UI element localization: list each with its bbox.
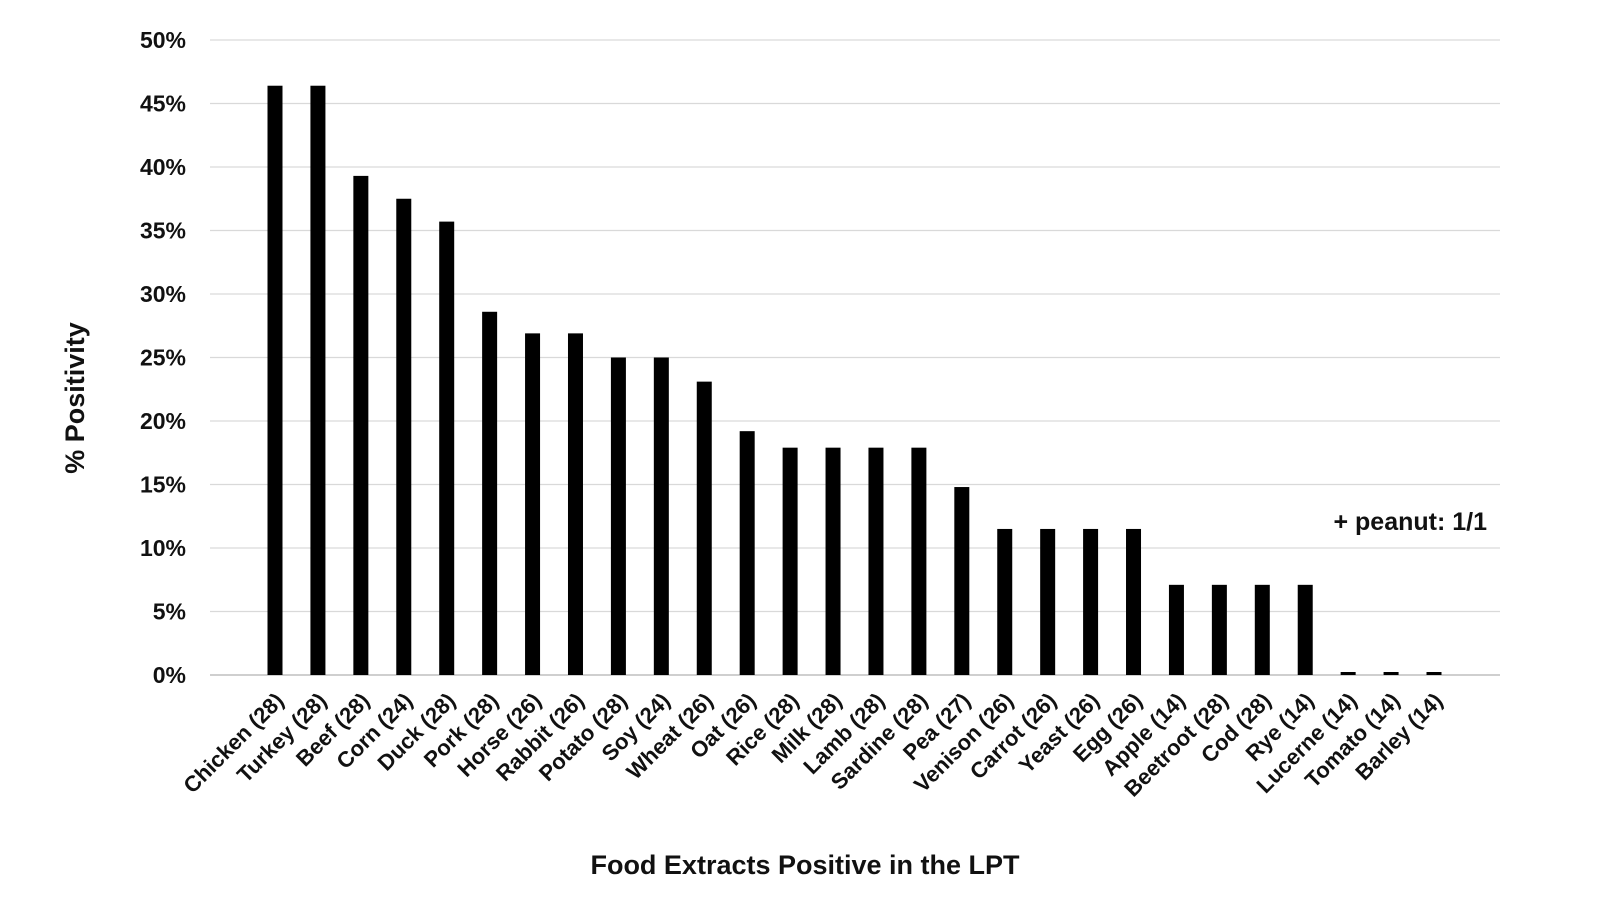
- bar: [396, 198, 412, 675]
- bar: [525, 333, 541, 675]
- bar: [1340, 672, 1356, 675]
- y-tick-label: 10%: [140, 535, 186, 561]
- gridlines: [210, 39, 1500, 676]
- bar: [1383, 672, 1399, 675]
- y-tick-label: 30%: [140, 281, 186, 307]
- y-tick-label: 0%: [153, 662, 186, 688]
- bar: [782, 447, 798, 675]
- bar: [1083, 528, 1099, 675]
- y-tick-label: 40%: [140, 154, 186, 180]
- bar: [1211, 584, 1227, 675]
- bar: [653, 357, 669, 675]
- y-tick-label: 15%: [140, 472, 186, 498]
- bar: [1297, 584, 1313, 675]
- bar: [267, 85, 283, 676]
- bar: [696, 381, 712, 675]
- bars: [267, 85, 1442, 676]
- bar: [353, 175, 369, 675]
- y-tick-label: 20%: [140, 408, 186, 434]
- x-axis-label: Food Extracts Positive in the LPT: [590, 850, 1020, 880]
- y-tick-label: 35%: [140, 218, 186, 244]
- bar: [1254, 584, 1270, 675]
- bar: [610, 357, 626, 675]
- y-tick-label: 25%: [140, 345, 186, 371]
- x-axis-ticks: Chicken (28)Turkey (28)Beef (28)Corn (24…: [178, 688, 1447, 802]
- y-axis-ticks: 0% 5% 10% 15% 20% 25% 30% 35% 40% 45% 50%: [140, 27, 186, 688]
- bar: [825, 447, 841, 675]
- bar: [911, 447, 927, 675]
- bar: [567, 333, 583, 675]
- bar: [997, 528, 1013, 675]
- y-tick-label: 45%: [140, 91, 186, 117]
- bar: [739, 431, 755, 675]
- y-tick-label: 5%: [153, 599, 186, 625]
- bar: [1168, 584, 1184, 675]
- bar: [954, 487, 970, 675]
- bar: [868, 447, 884, 675]
- bar: [439, 221, 455, 676]
- peanut-annotation: + peanut: 1/1: [1333, 508, 1487, 536]
- bar: [1126, 528, 1142, 675]
- bar: [482, 311, 498, 675]
- y-tick-label: 50%: [140, 27, 186, 53]
- y-axis-label: % Positivity: [60, 322, 90, 474]
- bar: [310, 85, 326, 676]
- bar: [1426, 672, 1442, 675]
- bar: [1040, 528, 1056, 675]
